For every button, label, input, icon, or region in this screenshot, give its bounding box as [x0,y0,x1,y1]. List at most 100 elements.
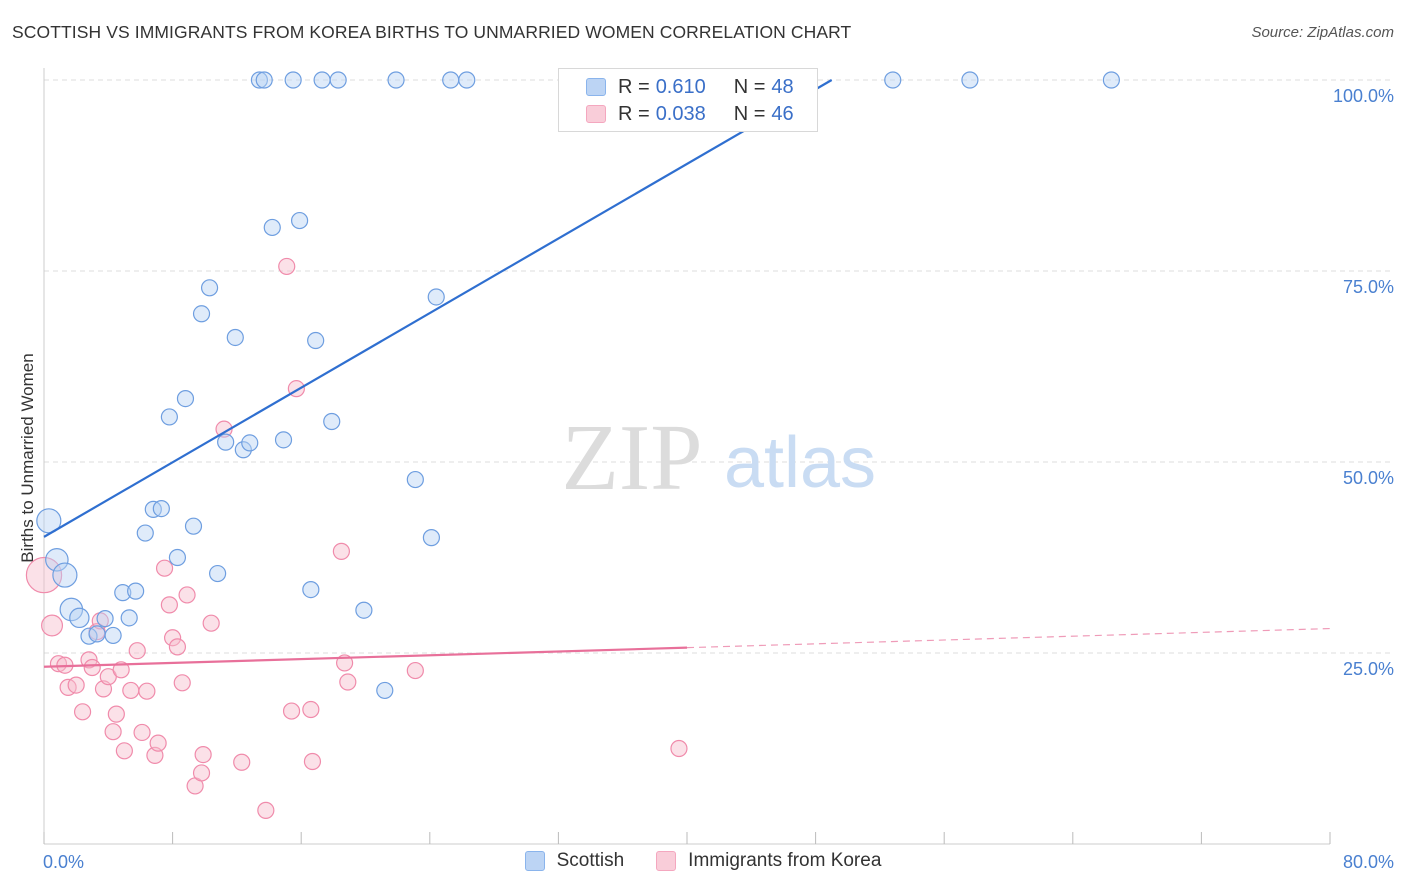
series-legend: Scottish Immigrants from Korea [0,850,1406,872]
korea-point [178,586,196,604]
scottish-point [427,288,445,306]
korea-point [233,753,251,771]
scottish-point [961,71,979,89]
korea-point [303,752,322,771]
n-value: 48 [771,75,794,98]
n-label: N = [733,75,766,98]
n-value: 46 [771,102,794,125]
watermark: ZIP atlas [562,406,877,510]
korea-point [173,674,191,692]
axes [43,68,1331,845]
legend-swatch-korea [656,851,677,871]
n-label: N = [733,102,766,125]
legend-swatch-scottish [586,78,606,96]
korea-point [302,700,320,719]
legend-swatch-scottish [524,851,545,871]
scottish-points [36,71,1120,700]
scottish-point [52,562,78,588]
scottish-point [234,441,252,459]
legend-label-korea: Immigrants from Korea [688,850,882,871]
legend-item-scottish: Scottish [524,850,625,872]
korea-point [149,734,167,752]
grid-lines [44,79,1392,654]
legend-item-korea: Immigrants from Korea [656,850,881,872]
legend-row-korea: R = 0.038 N = 46 [559,101,794,127]
x-tick-label-min: 0.0% [43,852,85,872]
scottish-point [442,71,460,89]
scottish-point [329,71,347,89]
scottish-point [376,681,394,700]
korea-point [138,682,156,700]
scottish-point [192,305,211,323]
x-tick-label-max: 80.0% [1342,852,1394,872]
scottish-point [168,548,187,567]
korea-point [257,801,275,819]
korea-trendline [43,646,688,668]
r-value: 0.038 [655,102,706,125]
watermark-zip: ZIP [562,406,703,510]
scottish-point [323,412,341,431]
watermark-atlas: atlas [724,423,876,503]
scottish-point [284,71,302,89]
r-value: 0.610 [655,75,706,98]
scottish-point [355,601,373,619]
korea-point [104,723,122,741]
korea-point [406,661,424,680]
legend-label-scottish: Scottish [556,850,625,871]
korea-point [67,676,85,694]
scottish-point [127,582,145,600]
korea-trendline-extension [686,627,1331,649]
korea-point [278,257,296,276]
korea-point [194,746,212,764]
korea-point [112,661,130,679]
scottish-point [313,71,331,89]
korea-points [25,257,688,819]
korea-point [670,739,688,758]
korea-point [282,702,301,720]
scottish-point [217,433,235,451]
scottish-point [176,389,195,408]
korea-point [202,614,220,632]
scottish-point [226,328,244,347]
legend-row-scottish: R = 0.610 N = 48 [559,74,794,100]
korea-point [215,420,233,438]
scottish-point [422,529,441,547]
scottish-point [274,431,293,449]
legend-swatch-korea [586,105,606,123]
korea-point [339,673,357,691]
scottish-point [884,71,902,89]
scottish-point [250,71,269,89]
scottish-point [160,408,178,426]
scottish-trendline [43,79,833,538]
korea-point [41,614,64,637]
y-tick-label: 100.0% [1332,86,1394,106]
scottish-point [114,584,132,602]
trendlines [43,79,1331,668]
korea-point [164,629,182,647]
r-label: R = [618,75,650,98]
scottish-point [45,547,69,572]
scottish-point [96,610,114,628]
scottish-point [152,500,170,518]
scottish-point [136,524,154,542]
scottish-point [458,71,476,89]
correlation-legend: R = 0.610 N = 48 R = 0.038 N = 46 [558,68,818,132]
scottish-point [241,434,259,452]
scottish-point [1102,71,1120,89]
korea-point [160,596,178,614]
y-tick-label: 25.0% [1342,659,1394,679]
scottish-point [255,71,273,89]
korea-point [133,723,151,742]
korea-point [128,642,146,660]
scottish-point [387,71,405,89]
y-tick-label: 75.0% [1342,277,1394,297]
scottish-point [200,279,219,297]
scottish-point [104,626,122,645]
korea-point [122,681,140,700]
korea-point [155,559,174,577]
korea-point [107,705,125,723]
korea-point [49,655,68,673]
korea-point [168,638,187,656]
scottish-point [406,470,424,489]
